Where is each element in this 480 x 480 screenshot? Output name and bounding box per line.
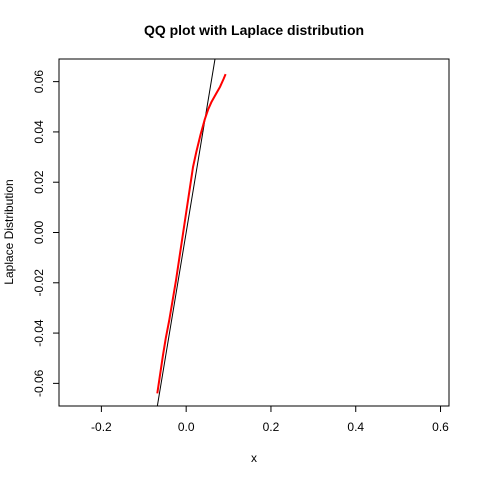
y-tick-label: 0.00 [32, 220, 46, 244]
x-tick-label: -0.2 [91, 420, 112, 434]
y-tick-label: -0.06 [32, 369, 46, 397]
x-tick-label: 0.0 [178, 420, 195, 434]
qq-reference-line [156, 59, 216, 406]
y-axis-label: Laplace Distribution [2, 179, 16, 284]
y-tick-label: -0.02 [32, 269, 46, 297]
y-tick-label: 0.04 [32, 120, 46, 144]
x-axis-label: x [251, 451, 257, 465]
qq-sample-line [156, 73, 227, 394]
y-tick-label: -0.04 [32, 319, 46, 347]
x-tick-label: 0.4 [347, 420, 364, 434]
plot-area: -0.2 0.0 0.2 0.4 0.6 -0.06 -0.04 -0.02 0.00 0.02 0… [32, 58, 450, 434]
chart-title: QQ plot with Laplace distribution [144, 22, 364, 38]
y-tick-label: 0.06 [32, 70, 46, 94]
x-tick-label: 0.6 [432, 420, 449, 434]
plot-frame [58, 58, 450, 407]
x-tick-label: 0.2 [263, 420, 280, 434]
y-tick-label: 0.02 [32, 170, 46, 194]
